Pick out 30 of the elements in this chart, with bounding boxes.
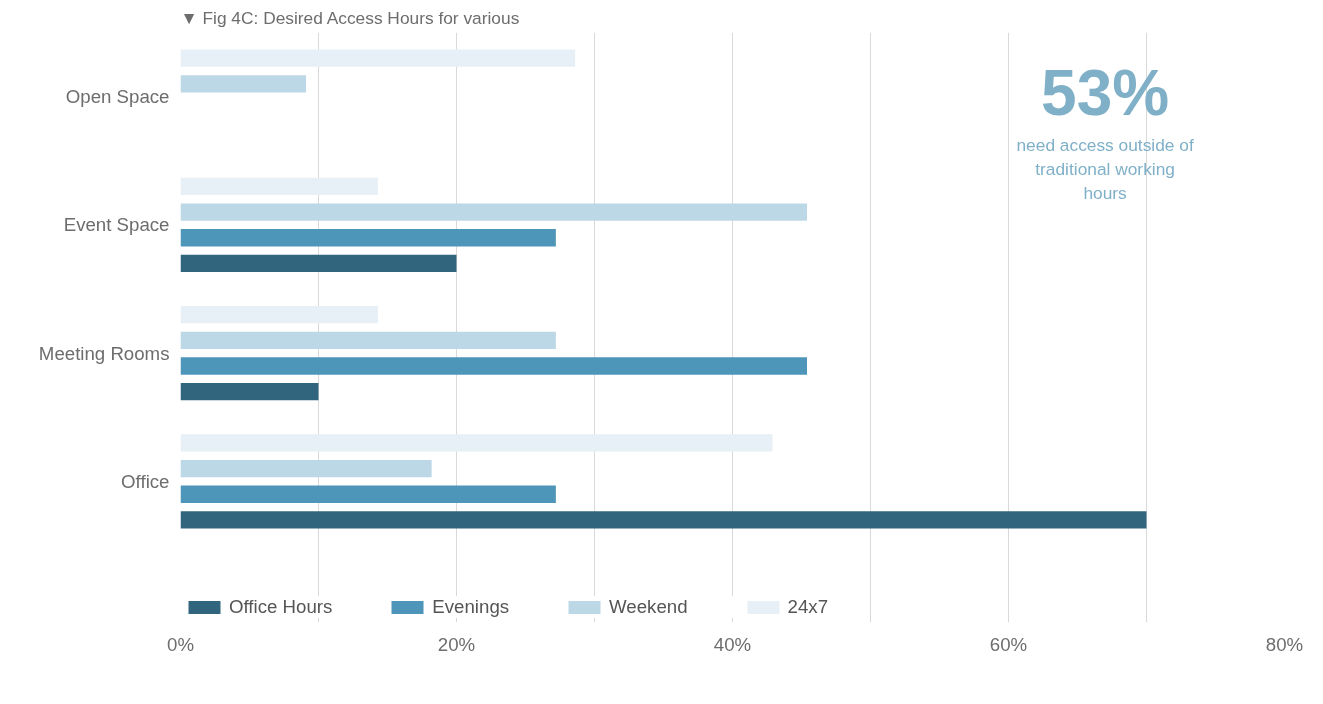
y-tick-label: Open Space [65, 86, 170, 108]
annotation: need access outside of traditional working hours [1016, 135, 1194, 204]
legend-label: 24x7 [787, 596, 829, 618]
bar [180, 229, 556, 247]
bar [180, 357, 808, 375]
chart-title: ▼ Fig 4C: Desired Access Hours for various [180, 7, 520, 28]
annotation: 53% [1041, 56, 1170, 129]
y-tick-label: Meeting Rooms [38, 342, 170, 364]
bar [180, 331, 556, 349]
legend-label: Office Hours [229, 596, 333, 618]
bar [180, 177, 378, 196]
bar [180, 459, 432, 478]
bar [180, 511, 1147, 529]
x-tick-label: 0% [167, 633, 194, 655]
bar [180, 75, 307, 93]
bar [180, 485, 556, 503]
legend-label: Evenings [432, 596, 510, 618]
bar [180, 254, 457, 273]
bar [180, 306, 378, 324]
y-tick-label: Office [121, 470, 170, 492]
y-tick-label: Event Space [63, 214, 170, 236]
x-tick-label: 80% [1265, 633, 1304, 655]
bar [180, 203, 808, 221]
x-tick-label: 60% [989, 633, 1028, 655]
x-tick-label: 40% [713, 633, 752, 655]
legend-label: Weekend [609, 596, 688, 618]
bar [180, 434, 773, 452]
x-tick-label: 20% [437, 633, 476, 655]
bar [180, 49, 576, 67]
bar [180, 382, 319, 401]
